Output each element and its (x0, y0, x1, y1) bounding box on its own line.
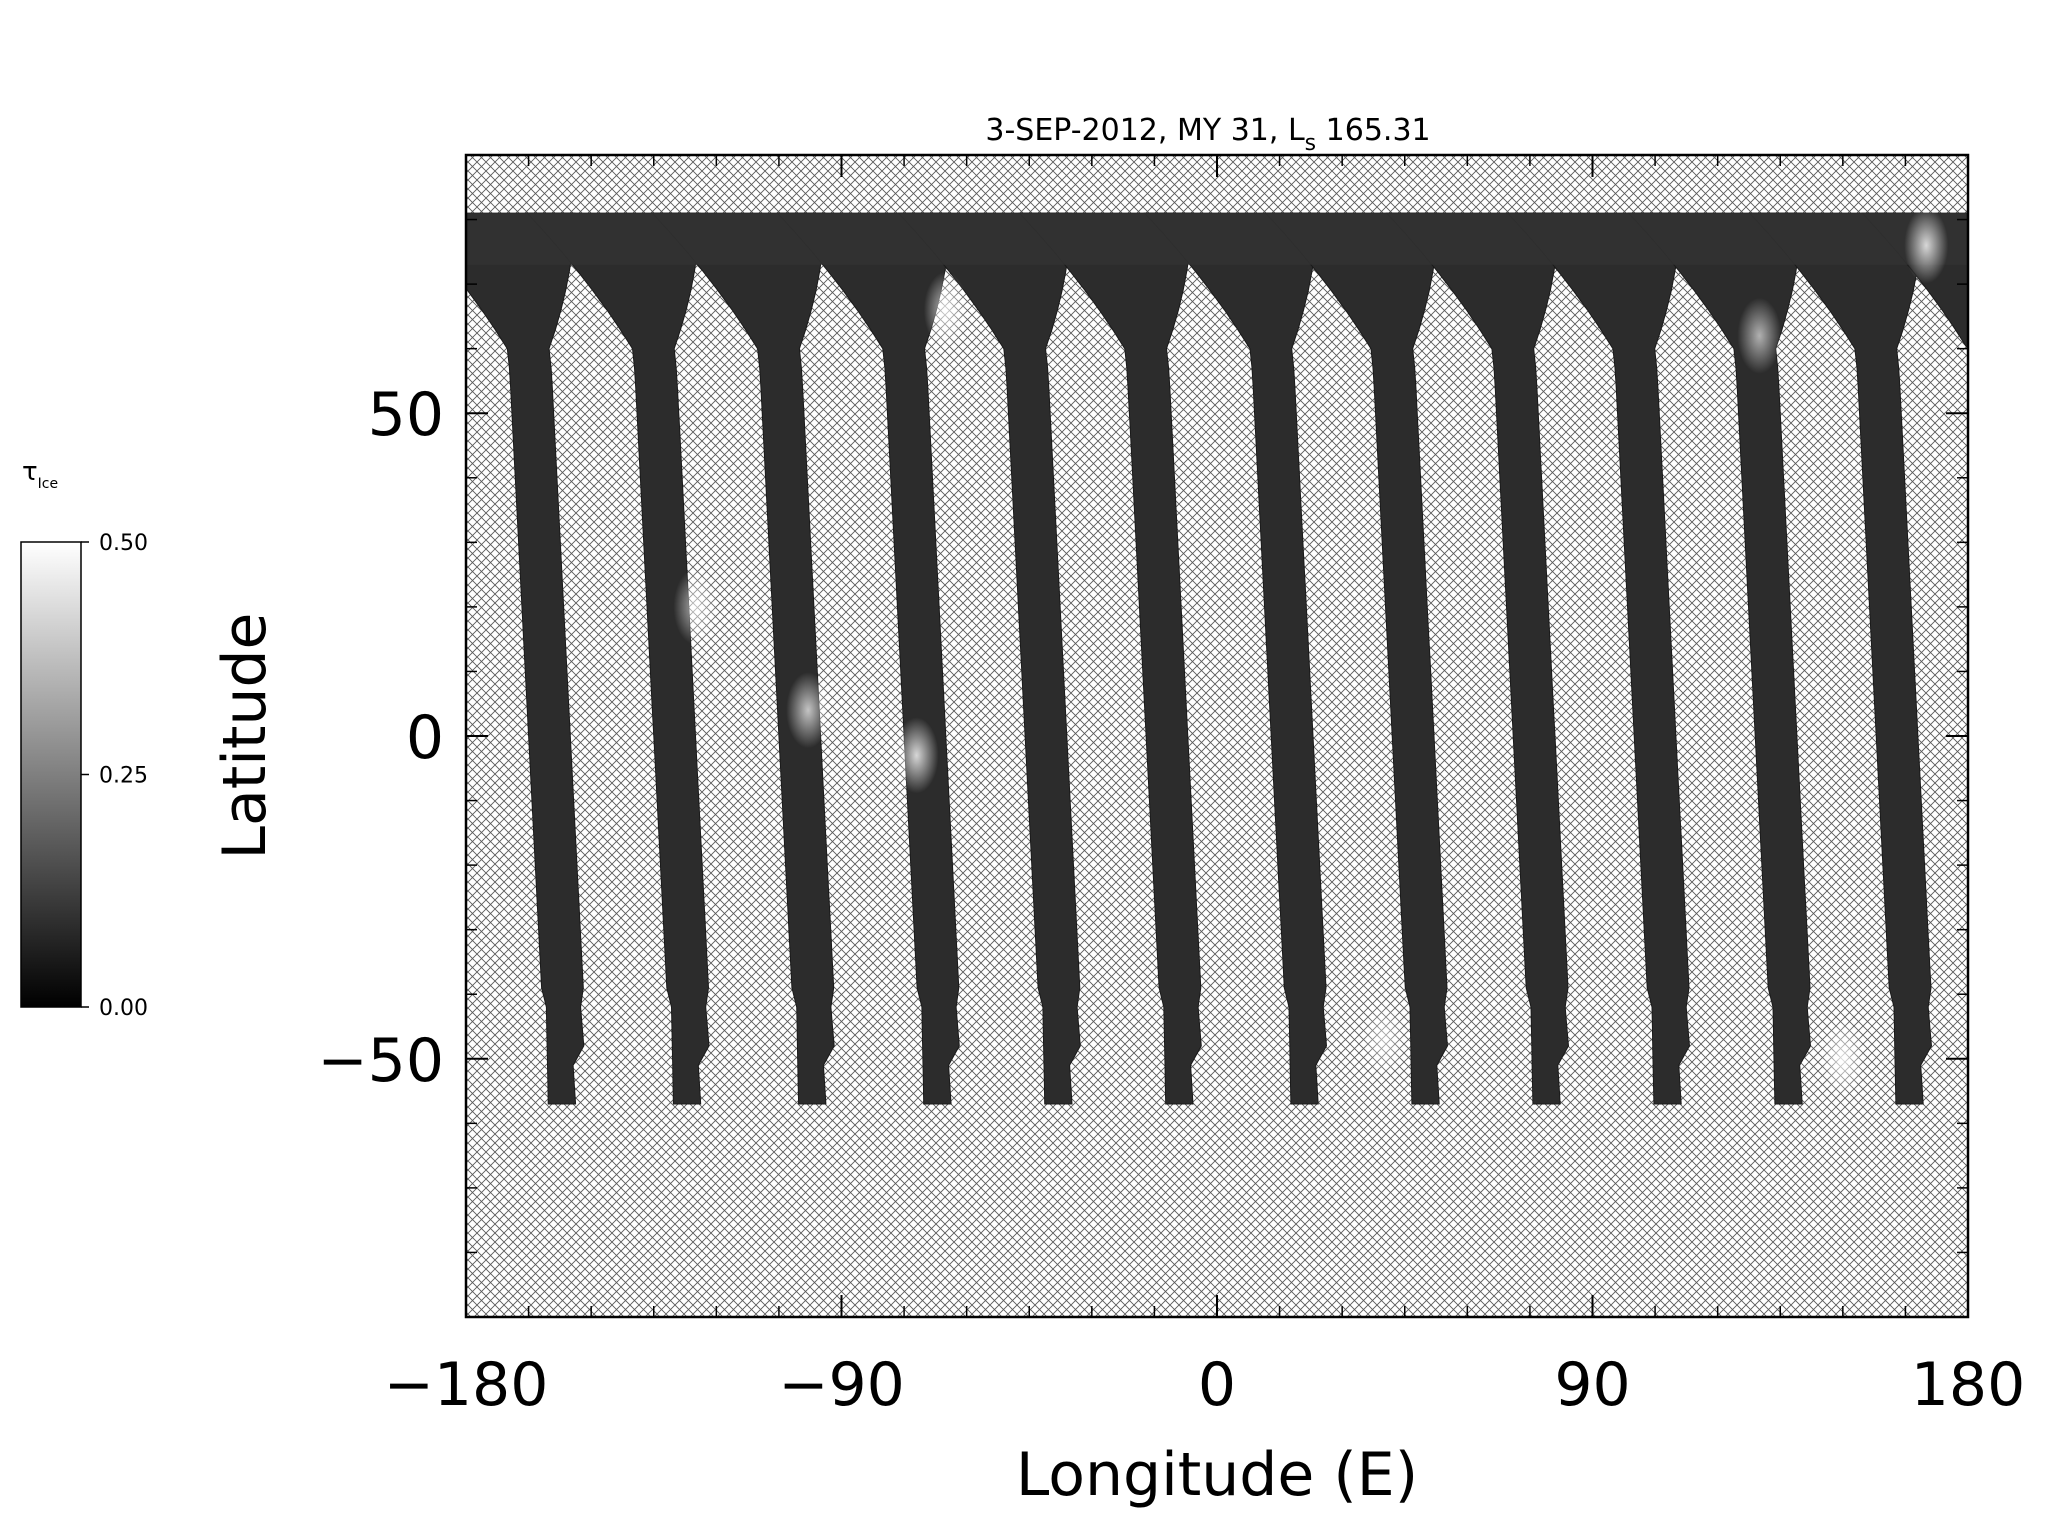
missing-data-hatch (466, 155, 1968, 1317)
ice-patch-3 (673, 568, 718, 645)
x-tick-label: 0 (1198, 1350, 1236, 1420)
x-tick-label: −90 (778, 1350, 905, 1420)
y-axis-label: Latitude (210, 613, 280, 860)
colorbar: τIce 0.00 0.25 0.50 (20, 457, 148, 1021)
colorbar-tick-label: 0.25 (99, 764, 148, 789)
ice-patch-5 (1737, 297, 1782, 374)
colorbar-label-main: τ (22, 457, 38, 487)
title-subscript: s (1305, 131, 1316, 156)
swath-layer (466, 207, 1968, 1105)
colorbar-tick-label: 0.00 (99, 996, 148, 1021)
colorbar-ticks: 0.00 0.25 0.50 (81, 531, 148, 1021)
ice-patch-1 (894, 717, 939, 794)
x-axis-label: Longitude (E) (1016, 1440, 1418, 1510)
y-tick-label: 0 (406, 703, 444, 773)
plot-frame (464, 153, 1970, 1319)
ice-patch-4 (923, 271, 968, 348)
colorbar-label-sub: Ice (38, 476, 58, 492)
tick-layer: −180 −90 0 90 180 −50 0 50 (317, 154, 2026, 1420)
ice-patch-6 (1820, 1020, 1865, 1097)
x-tick-label: 90 (1554, 1350, 1630, 1420)
north-swath-band (466, 213, 1968, 265)
title-main: 3-SEP-2012, MY 31, L (985, 113, 1305, 148)
y-tick-label: −50 (317, 1026, 444, 1096)
colorbar-gradient (20, 541, 82, 1008)
x-tick-label: 180 (1911, 1350, 2026, 1420)
ice-patch-7 (1904, 207, 1949, 284)
chart-title: 3-SEP-2012, MY 31, Ls 165.31 (985, 113, 1430, 156)
y-tick-label: 50 (368, 380, 444, 450)
ice-patch-2 (786, 672, 831, 749)
x-tick-label: −180 (384, 1350, 549, 1420)
title-value: 165.31 (1316, 113, 1431, 148)
ice-patch-8 (1361, 1001, 1406, 1078)
colorbar-tick-label: 0.50 (99, 531, 148, 556)
colorbar-label: τIce (22, 457, 58, 492)
